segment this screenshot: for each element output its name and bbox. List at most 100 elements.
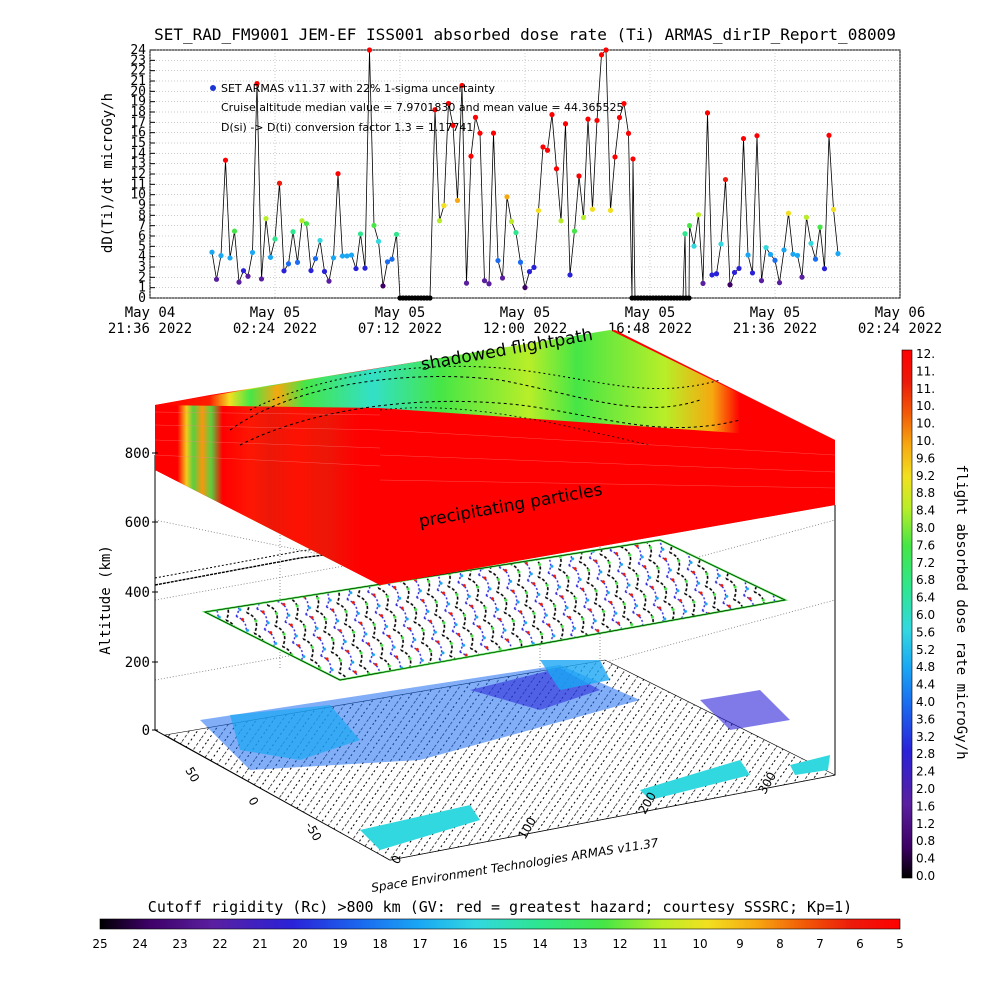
data-point [267,254,274,260]
data-point [776,280,783,286]
data-point [612,154,618,160]
data-point [540,144,546,150]
data-point [562,121,569,127]
y-tick-label: 4 [138,250,146,265]
colorbar-tick: 1.6 [916,799,935,813]
data-point [445,100,452,107]
data-point [427,295,433,301]
data-point [785,210,792,216]
data-point [682,231,688,237]
data-point [281,268,287,274]
data-point [450,122,456,129]
data-point [231,228,238,234]
data-point [308,267,314,274]
ground-map [164,659,836,861]
colorbar-tick: 5.2 [916,643,935,657]
data-point [393,231,400,237]
data-point [389,256,395,262]
data-point [553,166,560,172]
data-point [303,221,310,227]
colorbar-tick: 2.0 [916,782,935,796]
data-point [826,132,832,138]
y-tick-label: 12 [130,167,146,182]
data-point [344,253,350,259]
rigidity-tick: 12 [612,937,627,951]
y-tick-label: 17 [130,115,146,130]
data-point [625,130,632,136]
y-tick-label: 2 [138,270,146,285]
colorbar-tick: 11. [916,382,935,396]
y-tick-label: 20 [130,84,146,99]
x-tick-label-date: May 05 [250,305,301,321]
data-point [808,240,814,246]
cutoff-rigidity-colorbar: Cutoff rigidity (Rc) >800 km (GV: red = … [92,898,903,951]
data-point [321,268,328,275]
data-point [463,280,470,286]
x-tick-label-time: 16:48 2022 [608,321,692,337]
colorbar-tick: 0.8 [916,834,935,848]
data-point [508,218,515,225]
data-point [749,270,756,276]
y-tick-label: 21 [130,74,146,89]
data-point [366,47,373,53]
data-point [326,278,332,284]
data-point [817,224,823,230]
data-point [695,212,702,218]
data-point [213,276,220,282]
data-point [830,206,837,213]
data-point [472,114,479,120]
rigidity-tick: 14 [532,937,547,951]
data-point [371,222,377,229]
x-tick-label-date: May 05 [625,305,676,321]
data-point [803,214,810,220]
data-point [285,261,292,267]
data-point [799,274,805,280]
data-point [317,237,323,244]
data-point [767,251,774,258]
data-point [272,236,278,242]
data-point [499,275,506,281]
colorbar-tick: 3.2 [916,730,935,744]
altitude-tick-labels: 0 200 400 600 800 [125,446,158,739]
data-point [330,255,337,261]
colorbar-tick: 10. [916,399,935,413]
data-point [607,207,614,213]
data-point [353,265,359,272]
x-tick-label-date: May 05 [750,305,801,321]
data-point [227,255,233,261]
colorbar-tick: 4.0 [916,695,935,709]
colorbar-tick: 9.6 [916,451,935,465]
x-tick-label-date: May 04 [125,305,176,321]
rigidity-tick: 9 [736,937,744,951]
data-point [544,147,551,153]
rigidity-tick: 22 [212,937,227,951]
legend-line-3: D(si) -> D(ti) conversion factor 1.3 = 1… [221,121,473,134]
rigidity-tick: 5 [896,937,904,951]
colorbar-tick: 4.4 [916,678,935,692]
altitude-tick: 400 [125,585,150,601]
data-point [299,218,305,224]
y-tick-label: 19 [130,95,146,110]
orbit-3d-panel: shadowed flightpath precipitating partic… [98,325,836,895]
data-point [209,249,215,255]
x-tick-label-date: May 06 [875,305,926,321]
data-point [731,269,738,276]
data-point [348,252,355,258]
colorbar-tick: 6.4 [916,591,935,605]
data-point [567,272,573,278]
data-point [254,81,260,87]
data-point [490,130,497,136]
x-tick-label-time: 12:00 2022 [483,321,567,337]
data-point [621,100,627,107]
y-tick-label: 23 [130,53,146,68]
x-tick-label-time: 07:12 2022 [358,321,442,337]
data-point [218,253,224,259]
data-point [436,218,443,224]
data-point [335,171,341,177]
y-tick-minus50: -50 [302,820,324,844]
data-point [585,116,591,122]
colorbar-tick-labels: 12. 11. 11. 10. 10. 10. 9.6 9.2 8.8 8.4 8.0 7.6 7.2 6… [916,347,935,883]
rigidity-gradient [99,918,901,930]
y-tick-label: 8 [138,208,146,223]
